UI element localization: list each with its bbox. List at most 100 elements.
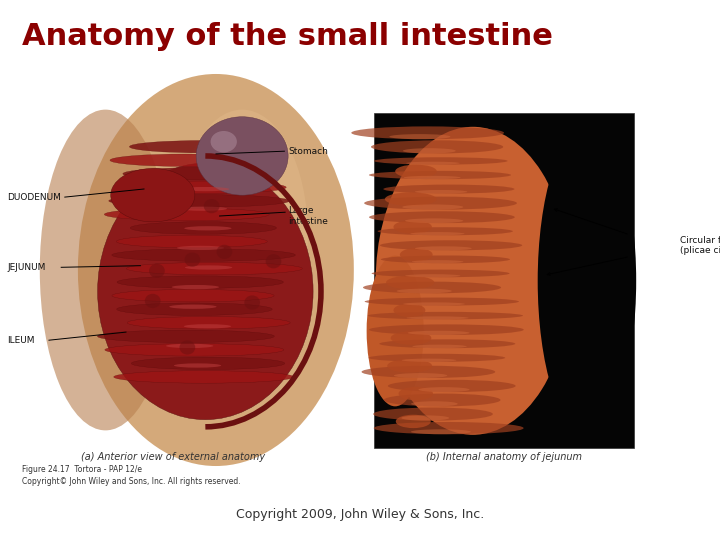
Ellipse shape (117, 235, 267, 248)
Ellipse shape (413, 345, 467, 348)
Ellipse shape (145, 294, 161, 308)
Ellipse shape (403, 302, 465, 306)
Ellipse shape (379, 339, 516, 348)
Ellipse shape (390, 134, 451, 139)
Ellipse shape (412, 260, 464, 264)
Ellipse shape (130, 222, 276, 234)
Ellipse shape (415, 246, 472, 251)
Ellipse shape (406, 161, 459, 165)
Ellipse shape (369, 211, 515, 223)
Ellipse shape (112, 289, 274, 302)
Ellipse shape (376, 127, 570, 435)
Ellipse shape (131, 357, 284, 369)
Ellipse shape (405, 218, 463, 223)
Ellipse shape (402, 359, 456, 362)
Ellipse shape (386, 276, 434, 289)
Ellipse shape (184, 226, 232, 231)
Ellipse shape (266, 254, 282, 268)
Ellipse shape (404, 176, 461, 179)
Ellipse shape (112, 249, 295, 261)
Ellipse shape (394, 303, 426, 317)
Ellipse shape (174, 363, 221, 368)
Ellipse shape (371, 140, 503, 153)
Ellipse shape (40, 110, 171, 430)
Ellipse shape (380, 240, 522, 251)
Ellipse shape (410, 232, 464, 235)
Ellipse shape (387, 359, 432, 373)
Ellipse shape (211, 131, 237, 152)
Ellipse shape (383, 185, 515, 193)
Ellipse shape (123, 167, 277, 180)
Ellipse shape (363, 282, 501, 293)
Text: (b) Internal anatomy of jejunum: (b) Internal anatomy of jejunum (426, 451, 582, 462)
Ellipse shape (117, 276, 284, 288)
Ellipse shape (117, 303, 272, 315)
Ellipse shape (109, 194, 289, 207)
Bar (374, 113, 634, 448)
Ellipse shape (166, 344, 213, 348)
Ellipse shape (399, 387, 433, 400)
Ellipse shape (411, 401, 458, 407)
Ellipse shape (104, 208, 269, 221)
Ellipse shape (361, 366, 495, 378)
Text: ILEUM: ILEUM (7, 336, 35, 345)
Text: Anatomy of the small intestine: Anatomy of the small intestine (22, 22, 552, 51)
Ellipse shape (415, 190, 467, 193)
Ellipse shape (403, 148, 456, 153)
Text: Figure 24.17  Tortora - PAP 12/e
Copyright© John Wiley and Sons, Inc. All rights: Figure 24.17 Tortora - PAP 12/e Copyrigh… (22, 464, 240, 486)
Ellipse shape (184, 324, 231, 328)
Ellipse shape (176, 110, 308, 359)
Ellipse shape (111, 168, 195, 222)
Ellipse shape (385, 192, 436, 206)
Ellipse shape (373, 408, 492, 421)
Ellipse shape (407, 316, 469, 319)
Ellipse shape (366, 255, 423, 406)
Ellipse shape (122, 181, 287, 193)
Ellipse shape (182, 187, 229, 191)
Ellipse shape (369, 354, 505, 362)
Ellipse shape (179, 340, 195, 355)
Ellipse shape (397, 289, 452, 293)
Text: DUODENUM: DUODENUM (7, 193, 61, 201)
Ellipse shape (244, 295, 260, 309)
Ellipse shape (372, 269, 510, 277)
Ellipse shape (97, 330, 274, 342)
Ellipse shape (405, 274, 460, 277)
Ellipse shape (127, 316, 290, 329)
Ellipse shape (364, 197, 517, 210)
Ellipse shape (374, 157, 508, 165)
Ellipse shape (369, 325, 523, 335)
Ellipse shape (396, 415, 431, 428)
Ellipse shape (377, 227, 513, 235)
Ellipse shape (114, 370, 294, 383)
Ellipse shape (408, 330, 469, 335)
Text: Stomach: Stomach (288, 147, 328, 156)
Ellipse shape (185, 265, 233, 269)
Ellipse shape (384, 394, 500, 407)
Text: Large
intestine: Large intestine (288, 206, 328, 226)
Ellipse shape (351, 126, 504, 139)
Ellipse shape (393, 220, 432, 234)
Ellipse shape (402, 205, 463, 210)
Ellipse shape (110, 154, 262, 166)
Text: (a) Anterior view of external anatomy: (a) Anterior view of external anatomy (81, 451, 265, 462)
Ellipse shape (184, 253, 200, 267)
Ellipse shape (98, 163, 313, 420)
Ellipse shape (374, 422, 523, 434)
Ellipse shape (204, 199, 220, 213)
Ellipse shape (381, 255, 510, 264)
Text: Copyright 2009, John Wiley & Sons, Inc.: Copyright 2009, John Wiley & Sons, Inc. (236, 508, 484, 521)
Ellipse shape (169, 305, 217, 309)
Ellipse shape (130, 140, 282, 153)
Ellipse shape (391, 332, 431, 345)
Ellipse shape (180, 207, 227, 211)
Ellipse shape (369, 171, 511, 179)
Ellipse shape (394, 373, 447, 378)
Ellipse shape (401, 415, 449, 421)
Ellipse shape (388, 380, 516, 392)
Ellipse shape (411, 429, 471, 434)
Ellipse shape (105, 343, 284, 356)
Text: Circular folds
(plicae circulares): Circular folds (plicae circulares) (680, 236, 720, 255)
Ellipse shape (364, 298, 519, 306)
Ellipse shape (217, 245, 233, 259)
